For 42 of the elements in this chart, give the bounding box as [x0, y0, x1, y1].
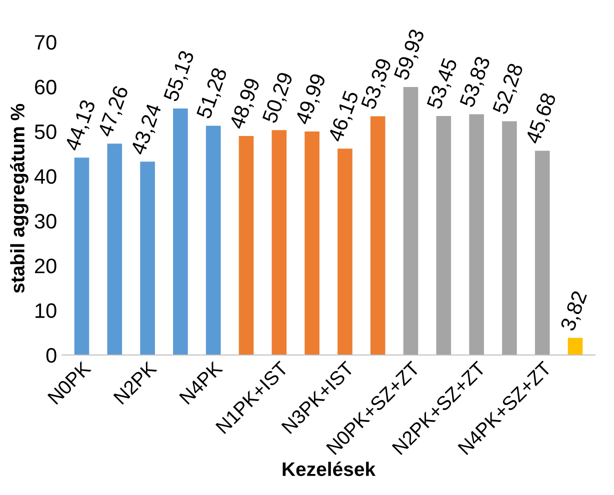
bar — [403, 87, 418, 355]
y-tick-label: 70 — [35, 35, 56, 50]
data-label: 52,28 — [492, 62, 526, 116]
y-tick-label: 0 — [46, 348, 56, 363]
y-tick-label: 20 — [35, 258, 56, 274]
data-label: 49,99 — [294, 72, 328, 126]
y-tick-label: 60 — [35, 80, 56, 94]
data-label: 3,82 — [560, 290, 590, 332]
y-axis-title: stabil aggregátum % — [10, 104, 28, 293]
data-label: 59,93 — [394, 28, 427, 82]
y-tick-label: 50 — [34, 124, 56, 140]
data-label: 47,26 — [97, 84, 131, 138]
data-label: 53,83 — [459, 56, 493, 109]
bar — [206, 126, 221, 355]
y-tick-label: 30 — [34, 214, 56, 229]
bar — [74, 158, 90, 355]
bar — [436, 116, 452, 355]
data-label: 44,13 — [64, 98, 98, 152]
data-label: 53,39 — [360, 58, 394, 111]
bar — [238, 136, 254, 355]
bar — [469, 114, 484, 355]
bar — [370, 116, 386, 355]
y-tick-label: 40 — [34, 169, 56, 184]
x-axis-title: Kezelések — [282, 462, 376, 476]
bar — [140, 162, 155, 355]
bar — [304, 131, 320, 355]
data-label: 51,28 — [196, 66, 230, 120]
data-label: 50,29 — [262, 71, 296, 125]
data-label: 48,99 — [228, 77, 262, 131]
data-label: 55,13 — [163, 50, 197, 103]
bar — [568, 338, 583, 355]
data-label: 45,68 — [525, 92, 559, 146]
bar — [502, 121, 517, 355]
bar — [338, 148, 352, 355]
bar — [272, 130, 287, 355]
data-label: 43,24 — [130, 102, 164, 156]
y-tick-label: 10 — [36, 303, 56, 318]
data-label: 46,15 — [328, 90, 362, 144]
bar — [534, 150, 550, 355]
bar — [107, 144, 122, 355]
bar — [173, 108, 188, 355]
data-label: 53,45 — [426, 57, 460, 110]
